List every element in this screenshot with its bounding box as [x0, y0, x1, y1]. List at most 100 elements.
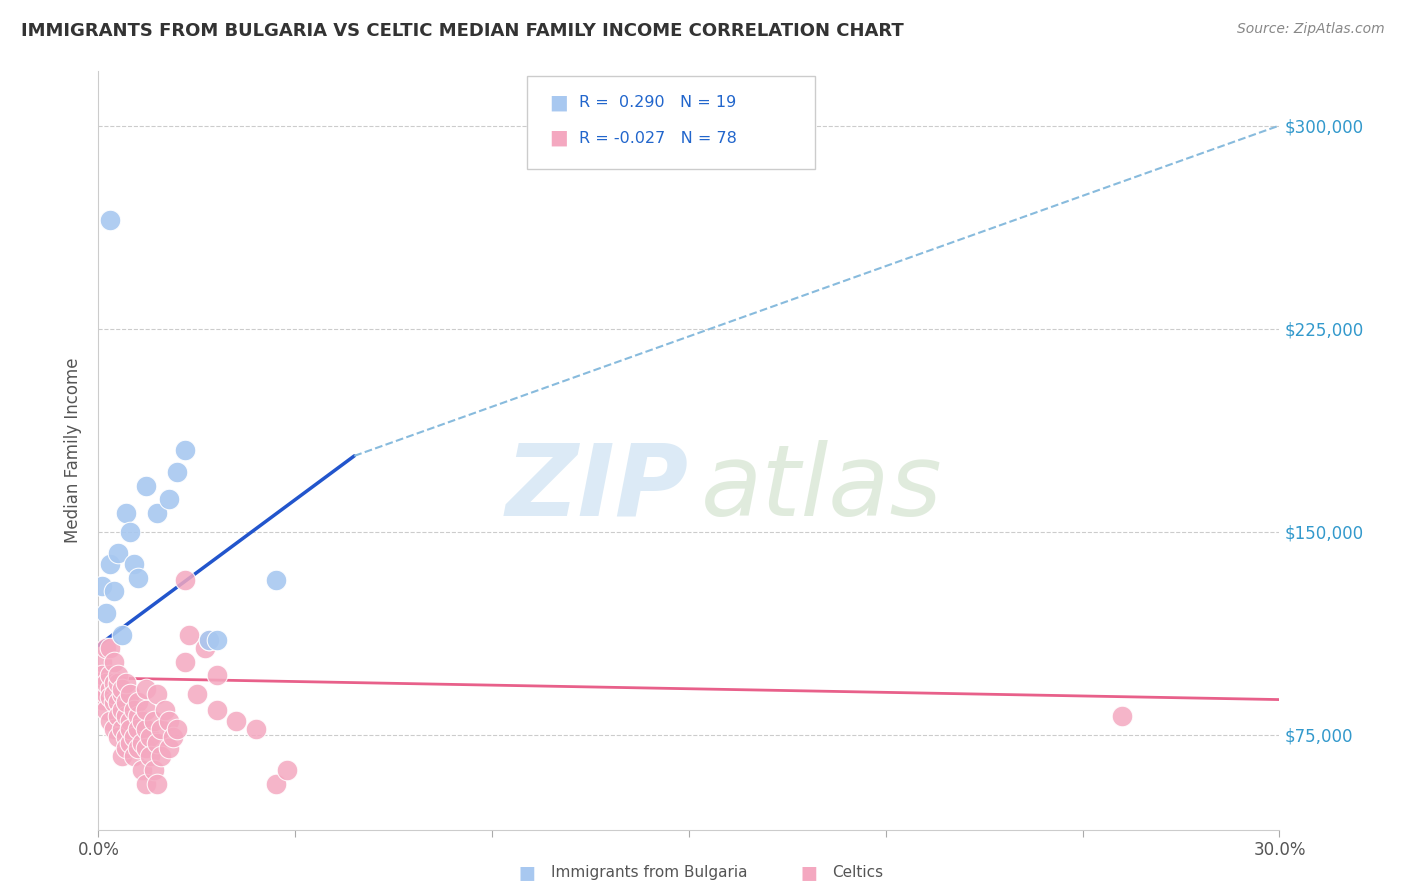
Point: [91, 673, 114, 688]
Point: [186, 687, 208, 701]
Point: [225, 714, 247, 729]
Point: [103, 676, 125, 690]
Point: [107, 731, 129, 745]
Point: [96, 606, 118, 620]
Text: ▪: ▪: [517, 858, 537, 887]
Text: Celtics: Celtics: [832, 865, 883, 880]
Point: [146, 687, 169, 701]
Point: [98, 557, 121, 572]
Point: [103, 723, 125, 737]
Point: [96, 676, 118, 690]
Point: [135, 681, 157, 696]
Point: [122, 749, 145, 764]
Point: [111, 687, 134, 701]
Point: [107, 695, 129, 709]
Point: [107, 546, 129, 560]
Point: [150, 723, 173, 737]
Point: [115, 741, 138, 756]
Point: [245, 723, 267, 737]
Point: [91, 655, 114, 669]
Point: [142, 763, 165, 777]
Point: [135, 776, 157, 790]
Point: [197, 633, 219, 648]
Text: Immigrants from Bulgaria: Immigrants from Bulgaria: [551, 865, 748, 880]
Text: ZIP: ZIP: [506, 440, 689, 537]
Point: [131, 714, 153, 729]
Point: [111, 703, 134, 717]
Point: [118, 524, 141, 539]
Text: R = -0.027   N = 78: R = -0.027 N = 78: [579, 131, 737, 145]
Point: [96, 687, 118, 701]
Point: [107, 676, 129, 690]
Point: [127, 723, 149, 737]
Point: [177, 627, 200, 641]
Point: [135, 703, 157, 717]
Text: ▪: ▪: [548, 88, 569, 117]
Point: [162, 731, 184, 745]
Text: ▪: ▪: [548, 124, 569, 153]
Point: [98, 668, 121, 682]
Point: [157, 492, 180, 507]
Point: [98, 641, 121, 656]
Point: [142, 714, 165, 729]
Point: [98, 213, 121, 227]
Point: [111, 749, 134, 764]
Point: [91, 692, 114, 706]
Point: [157, 741, 180, 756]
Point: [115, 708, 138, 723]
Point: [118, 736, 141, 750]
Point: [98, 714, 121, 729]
Point: [127, 741, 149, 756]
Point: [155, 703, 177, 717]
Point: [264, 776, 287, 790]
Point: [122, 557, 145, 572]
Point: [166, 465, 188, 479]
Point: [146, 736, 169, 750]
Point: [174, 574, 197, 588]
Point: [264, 574, 287, 588]
Point: [118, 687, 141, 701]
Point: [131, 736, 153, 750]
Point: [115, 676, 138, 690]
Point: [127, 708, 149, 723]
Point: [96, 641, 118, 656]
Text: ▪: ▪: [799, 858, 818, 887]
Point: [111, 723, 134, 737]
Point: [276, 763, 298, 777]
Point: [1111, 708, 1133, 723]
Point: [146, 776, 169, 790]
Point: [127, 571, 149, 585]
Text: Source: ZipAtlas.com: Source: ZipAtlas.com: [1237, 22, 1385, 37]
Point: [118, 723, 141, 737]
Point: [205, 633, 228, 648]
Point: [115, 695, 138, 709]
Text: atlas: atlas: [700, 440, 942, 537]
Point: [205, 668, 228, 682]
Point: [98, 681, 121, 696]
Point: [103, 655, 125, 669]
Point: [91, 668, 114, 682]
Point: [103, 584, 125, 599]
Point: [194, 641, 217, 656]
Point: [135, 478, 157, 492]
Text: R =  0.290   N = 19: R = 0.290 N = 19: [579, 95, 737, 110]
Point: [111, 681, 134, 696]
Point: [98, 690, 121, 704]
Text: IMMIGRANTS FROM BULGARIA VS CELTIC MEDIAN FAMILY INCOME CORRELATION CHART: IMMIGRANTS FROM BULGARIA VS CELTIC MEDIA…: [21, 22, 904, 40]
Point: [111, 627, 134, 641]
Point: [157, 714, 180, 729]
Point: [107, 668, 129, 682]
Point: [174, 655, 197, 669]
Point: [127, 695, 149, 709]
Point: [146, 506, 169, 520]
Point: [103, 695, 125, 709]
Point: [122, 703, 145, 717]
Y-axis label: Median Family Income: Median Family Income: [65, 358, 83, 543]
Point: [174, 443, 197, 458]
Point: [103, 687, 125, 701]
Point: [138, 731, 160, 745]
Point: [131, 763, 153, 777]
Point: [96, 703, 118, 717]
Point: [115, 731, 138, 745]
Point: [166, 723, 188, 737]
